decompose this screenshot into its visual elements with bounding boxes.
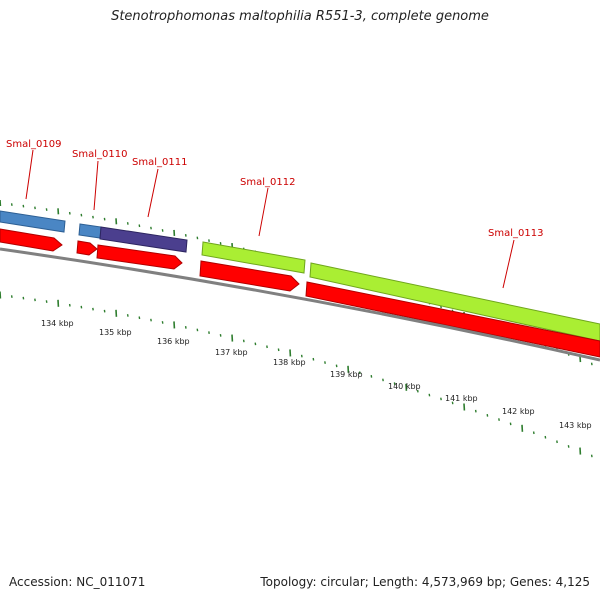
scale-label-142: 142 kbp bbox=[502, 407, 535, 416]
gene-label-leaders bbox=[25, 149, 515, 289]
gene-label-smal-0109[interactable]: Smal_0109 bbox=[6, 139, 61, 150]
scale-label-135: 135 kbp bbox=[99, 328, 132, 337]
genome-info-text: Topology: circular; Length: 4,573,969 bp… bbox=[260, 575, 590, 589]
cds-arrow-smal-0109[interactable] bbox=[0, 228, 63, 252]
leader-smal-0111 bbox=[147, 168, 159, 218]
cds-arrow-smal-0113[interactable] bbox=[305, 281, 600, 358]
cds-forward-track bbox=[0, 228, 600, 358]
gene-bar-smal-0111[interactable] bbox=[99, 226, 188, 253]
cds-arrow-smal-0112[interactable] bbox=[199, 260, 300, 292]
cds-arrow-smal-0110[interactable] bbox=[76, 240, 98, 256]
leader-smal-0110 bbox=[93, 160, 99, 211]
gene-label-smal-0112[interactable]: Smal_0112 bbox=[240, 177, 295, 188]
leader-smal-0109 bbox=[25, 149, 34, 200]
scale-label-136: 136 kbp bbox=[157, 337, 190, 346]
scale-label-140: 140 kbp bbox=[388, 382, 421, 391]
gene-label-smal-0110[interactable]: Smal_0110 bbox=[72, 149, 127, 160]
upper-feature-track bbox=[0, 210, 600, 342]
map-title: Stenotrophomonas maltophilia R551-3, com… bbox=[111, 9, 489, 24]
scale-label-141: 141 kbp bbox=[445, 394, 478, 403]
accession-text: Accession: NC_011071 bbox=[9, 575, 146, 589]
gene-labels: Smal_0109 Smal_0110 Smal_0111 Smal_0112 … bbox=[6, 139, 543, 239]
scale-tick-row bbox=[0, 291, 593, 458]
scale-label-137: 137 kbp bbox=[215, 348, 248, 357]
gene-bar-smal-0109[interactable] bbox=[0, 210, 66, 233]
leader-smal-0112 bbox=[258, 187, 269, 237]
scale-label-138: 138 kbp bbox=[273, 358, 306, 367]
scale-label-143: 143 kbp bbox=[559, 421, 592, 430]
genome-backbone bbox=[0, 247, 600, 362]
cds-arrow-smal-0111[interactable] bbox=[96, 244, 183, 270]
leader-smal-0113 bbox=[502, 239, 515, 289]
gene-bar-smal-0110[interactable] bbox=[78, 223, 102, 239]
gene-bar-smal-0112[interactable] bbox=[201, 241, 306, 274]
gene-label-smal-0113[interactable]: Smal_0113 bbox=[488, 228, 543, 239]
scale-labels: 134 kbp 135 kbp 136 kbp 137 kbp 138 kbp … bbox=[41, 319, 592, 430]
gene-label-smal-0111[interactable]: Smal_0111 bbox=[132, 157, 187, 168]
scale-label-134: 134 kbp bbox=[41, 319, 74, 328]
gene-bar-smal-0113[interactable] bbox=[309, 262, 600, 342]
scale-label-139: 139 kbp bbox=[330, 370, 363, 379]
